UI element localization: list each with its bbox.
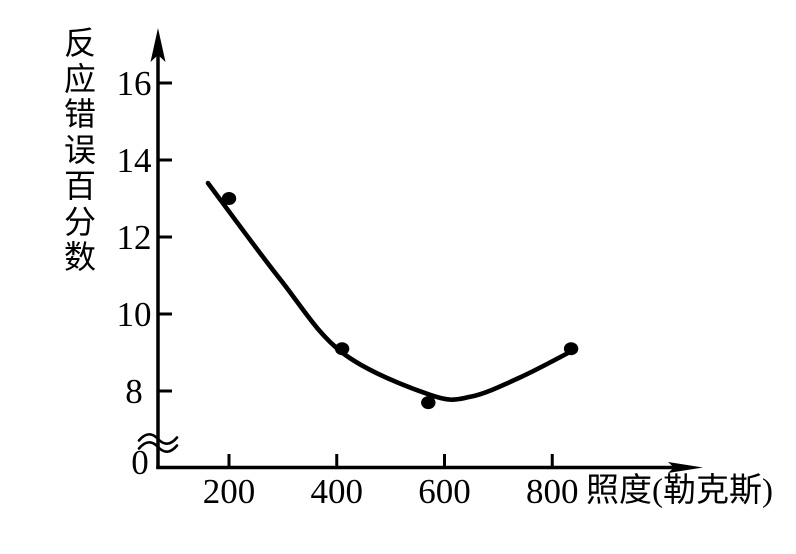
y-tick-label: 10 — [117, 295, 152, 334]
y-axis-title-char: 数 — [63, 239, 96, 276]
x-axis-arrow-icon — [668, 462, 703, 473]
data-point — [334, 342, 350, 356]
y-axis-break-icon — [137, 433, 179, 445]
x-tick-label: 800 — [526, 472, 579, 511]
y-axis-arrow-icon — [150, 28, 166, 62]
data-point — [421, 396, 436, 410]
y-tick-label: 12 — [117, 218, 152, 257]
y-axis-title-char: 应 — [63, 60, 96, 97]
y-axis-title-char: 百 — [63, 167, 96, 204]
y-tick-label: 16 — [117, 64, 152, 103]
y-axis-title-char: 错 — [63, 96, 96, 133]
y-axis-title-char: 误 — [63, 132, 96, 169]
x-tick-label: 200 — [203, 472, 256, 511]
trend-curve — [205, 180, 572, 402]
x-axis-title: 照度(勒克斯) — [586, 473, 773, 509]
data-point — [221, 192, 237, 205]
y-tick-label: 8 — [125, 372, 143, 411]
y-origin-label: 0 — [131, 443, 149, 482]
y-tick-label: 14 — [117, 141, 152, 180]
x-tick-label: 400 — [311, 472, 364, 511]
y-axis-title-char: 分 — [63, 203, 96, 240]
y-axis-break-icon — [137, 441, 179, 453]
data-point — [563, 342, 579, 356]
x-tick-label: 600 — [418, 472, 471, 511]
y-axis-title-char: 反 — [63, 25, 96, 61]
y-axis-title: 反应错误百分数 — [60, 25, 100, 276]
